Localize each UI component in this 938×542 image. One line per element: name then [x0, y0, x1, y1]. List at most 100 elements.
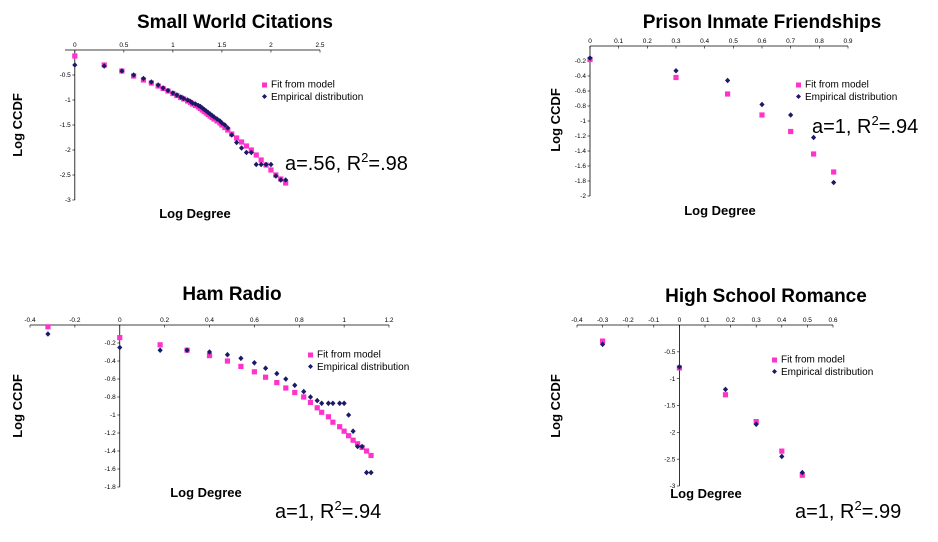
empirical-point [278, 177, 284, 183]
x-tick-label: 0 [678, 317, 682, 324]
x-tick-label: 0.4 [700, 38, 709, 45]
chart-title: Ham Radio [182, 284, 281, 305]
empirical-point [258, 161, 264, 168]
y-tick-label: -0.5 [60, 72, 72, 79]
empirical-point [753, 421, 759, 428]
empirical-point [325, 400, 332, 407]
empirical-point [779, 453, 785, 460]
chart-title: Prison Inmate Friendships [643, 12, 882, 33]
x-tick-label: 1 [342, 317, 346, 324]
fit-point [251, 369, 257, 375]
empirical-point [117, 344, 123, 351]
empirical-point [45, 331, 51, 337]
empirical-point [148, 79, 154, 85]
y-axis-label: Log CCDF [548, 374, 563, 438]
fit-point [337, 424, 343, 430]
x-tick-label: 0.2 [726, 317, 735, 324]
legend-fit-label: Fit from model [271, 80, 335, 91]
empirical-point [206, 349, 213, 355]
empirical-point [101, 63, 107, 69]
x-tick-label: 0.9 [843, 38, 852, 45]
legend-fit-marker [308, 352, 313, 358]
legend-fit-label: Fit from model [317, 350, 381, 361]
fit-point [307, 399, 314, 405]
empirical-point [831, 179, 837, 186]
fit-point [788, 128, 794, 135]
empirical-point [301, 388, 307, 395]
fit-annotation: a=1, R2=.94 [812, 113, 918, 138]
legend-empirical-label: Empirical distribution [271, 92, 363, 103]
fit-point [117, 335, 123, 341]
empirical-point [341, 400, 347, 407]
fit-point [350, 437, 356, 443]
chart-3: Ham Radio Log CCDF Log Degree -0.4 -0.2 0 0.2 0… [10, 284, 409, 523]
x-tick-label: 1.2 [384, 317, 393, 324]
x-tick-label: 0.6 [757, 38, 766, 45]
fit-point [253, 152, 259, 158]
y-tick-label: -1.8 [575, 178, 587, 185]
fit-point [330, 419, 336, 425]
empirical-point [811, 134, 817, 141]
legend-empirical-label: Empirical distribution [805, 92, 897, 103]
y-tick-label: -1.4 [105, 448, 117, 455]
empirical-point [229, 132, 235, 138]
y-tick-label: -1.6 [575, 163, 587, 170]
empirical-point [140, 75, 147, 82]
fit-point [314, 405, 320, 411]
fit-point [292, 389, 298, 396]
fit-point [811, 151, 817, 157]
fit-point [238, 139, 245, 145]
empirical-point [72, 62, 78, 68]
empirical-point [248, 149, 254, 156]
fit-point [45, 324, 51, 330]
legend-fit-label: Fit from model [781, 355, 845, 366]
x-tick-label: -0.2 [69, 317, 81, 324]
x-tick-label: 0.8 [815, 38, 824, 45]
legend-empirical-marker [262, 94, 267, 99]
empirical-point [722, 386, 729, 393]
x-tick-label: 0.5 [729, 38, 738, 45]
y-tick-label: -0.6 [105, 376, 117, 383]
x-axis-label: Log Degree [670, 486, 742, 501]
empirical-point [184, 347, 190, 353]
fit-point [831, 169, 837, 175]
chart-title: High School Romance [665, 286, 867, 307]
empirical-point [330, 400, 336, 407]
fit-point [759, 112, 765, 118]
empirical-point [354, 443, 361, 450]
legend-fit-marker [796, 82, 801, 88]
y-tick-label: -0.4 [575, 73, 587, 80]
x-tick-label: -0.2 [623, 317, 635, 324]
fit-point [341, 428, 347, 434]
empirical-point [119, 68, 125, 74]
empirical-point [165, 87, 171, 94]
y-tick-label: -0.4 [105, 358, 117, 365]
empirical-point [673, 67, 679, 74]
legend-empirical-marker [772, 369, 777, 374]
empirical-point [368, 469, 374, 476]
y-axis-label: Log CCDF [548, 88, 563, 152]
y-tick-label: -0.8 [105, 394, 117, 401]
fit-point [779, 448, 785, 454]
chart-title: Small World Citations [137, 12, 333, 33]
y-tick-label: -0.2 [105, 340, 117, 347]
fit-point [368, 452, 374, 459]
fit-point [238, 363, 244, 369]
empirical-point [157, 347, 163, 353]
empirical-point [238, 145, 245, 151]
empirical-point [292, 382, 298, 389]
x-tick-label: -0.4 [24, 317, 36, 324]
empirical-point [131, 72, 137, 78]
y-tick-label: -0.5 [664, 349, 676, 356]
y-tick-label: -3 [670, 483, 676, 490]
empirical-point [273, 173, 279, 179]
x-tick-label: 0 [588, 38, 592, 45]
x-tick-label: -0.3 [597, 317, 609, 324]
fit-point [262, 374, 269, 380]
x-tick-label: 0.1 [700, 317, 709, 324]
chart-1: Small World Citations Log CCDF Log Degree 0… [10, 12, 408, 221]
empirical-point [181, 95, 187, 102]
fit-point [258, 157, 264, 163]
